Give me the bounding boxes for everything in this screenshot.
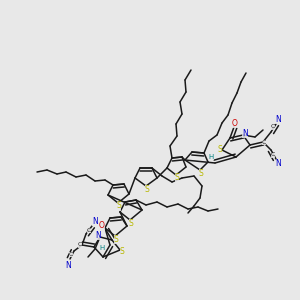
Text: C: C — [78, 242, 82, 247]
Text: N: N — [242, 128, 248, 137]
Text: N: N — [275, 160, 281, 169]
Text: S: S — [175, 173, 179, 182]
Text: C: C — [271, 152, 275, 158]
Text: S: S — [129, 218, 134, 227]
Text: S: S — [145, 184, 149, 194]
Text: C: C — [87, 227, 91, 232]
Text: S: S — [117, 202, 122, 211]
Text: N: N — [65, 260, 71, 269]
Text: H: H — [208, 154, 214, 160]
Text: S: S — [114, 235, 118, 244]
Text: H: H — [99, 245, 105, 251]
Text: S: S — [120, 247, 124, 256]
Text: N: N — [95, 230, 101, 239]
Text: C: C — [271, 124, 275, 130]
Text: O: O — [99, 221, 105, 230]
Text: S: S — [199, 169, 203, 178]
Text: S: S — [218, 146, 222, 154]
Text: C: C — [69, 251, 73, 256]
Text: C: C — [262, 140, 266, 145]
Text: N: N — [92, 217, 98, 226]
Text: O: O — [232, 118, 238, 127]
Text: N: N — [275, 115, 281, 124]
